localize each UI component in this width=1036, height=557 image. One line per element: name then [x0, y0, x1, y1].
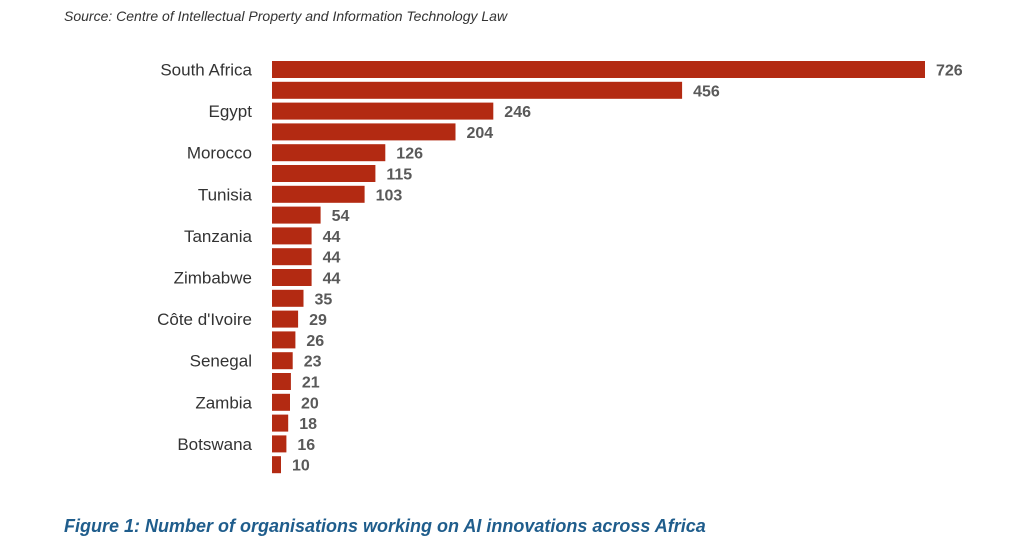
value-label-15: 21 [302, 375, 320, 392]
category-label-14: Senegal [190, 352, 252, 371]
bar-7 [272, 206, 321, 224]
bar-16 [272, 393, 290, 411]
bar-3 [272, 123, 456, 141]
value-label-17: 18 [299, 416, 317, 433]
value-label-3: 204 [467, 125, 494, 142]
value-label-0: 726 [936, 63, 963, 80]
value-label-16: 20 [301, 395, 319, 412]
bar-15 [272, 373, 291, 390]
value-label-6: 103 [376, 187, 403, 204]
value-label-18: 16 [297, 437, 315, 454]
value-label-13: 26 [306, 333, 324, 350]
value-label-10: 44 [323, 271, 341, 288]
value-label-4: 126 [396, 146, 423, 163]
category-label-16: Zambia [195, 393, 252, 412]
value-label-8: 44 [323, 229, 341, 246]
bar-9 [272, 248, 312, 266]
bar-17 [272, 414, 289, 432]
category-label-12: Côte d'Ivoire [157, 310, 252, 329]
category-label-0: South Africa [160, 61, 252, 80]
value-label-9: 44 [323, 250, 341, 267]
bar-2 [272, 102, 494, 120]
value-label-11: 35 [315, 291, 333, 308]
bar-14 [272, 352, 293, 370]
bar-0 [272, 61, 925, 78]
bar-8 [272, 227, 312, 245]
category-label-2: Egypt [209, 102, 253, 121]
value-label-14: 23 [304, 354, 322, 371]
bar-4 [272, 144, 386, 162]
category-label-10: Zimbabwe [174, 269, 252, 288]
bar-chart: 726 South Africa 456 246 Egypt 204 126 Morocco 1… [157, 61, 963, 475]
bar-11 [272, 289, 304, 307]
bar-18 [272, 435, 287, 453]
category-label-8: Tanzania [184, 227, 253, 246]
value-label-5: 115 [386, 167, 412, 184]
bar-10 [272, 269, 312, 286]
bar-5 [272, 165, 376, 182]
category-label-6: Tunisia [198, 185, 253, 204]
category-label-4: Morocco [187, 144, 252, 163]
value-label-7: 54 [332, 208, 350, 225]
value-label-2: 246 [504, 104, 531, 121]
bar-13 [272, 331, 296, 349]
bar-19 [272, 456, 281, 474]
bar-1 [272, 81, 683, 99]
bar-6 [272, 185, 365, 203]
value-label-19: 10 [292, 458, 310, 475]
figure-caption: Figure 1: Number of organisations workin… [64, 516, 706, 536]
category-label-18: Botswana [177, 435, 252, 454]
source-note: Source: Centre of Intellectual Property … [64, 8, 508, 24]
value-label-12: 29 [309, 312, 327, 329]
value-label-1: 456 [693, 83, 720, 100]
bar-12 [272, 310, 299, 328]
